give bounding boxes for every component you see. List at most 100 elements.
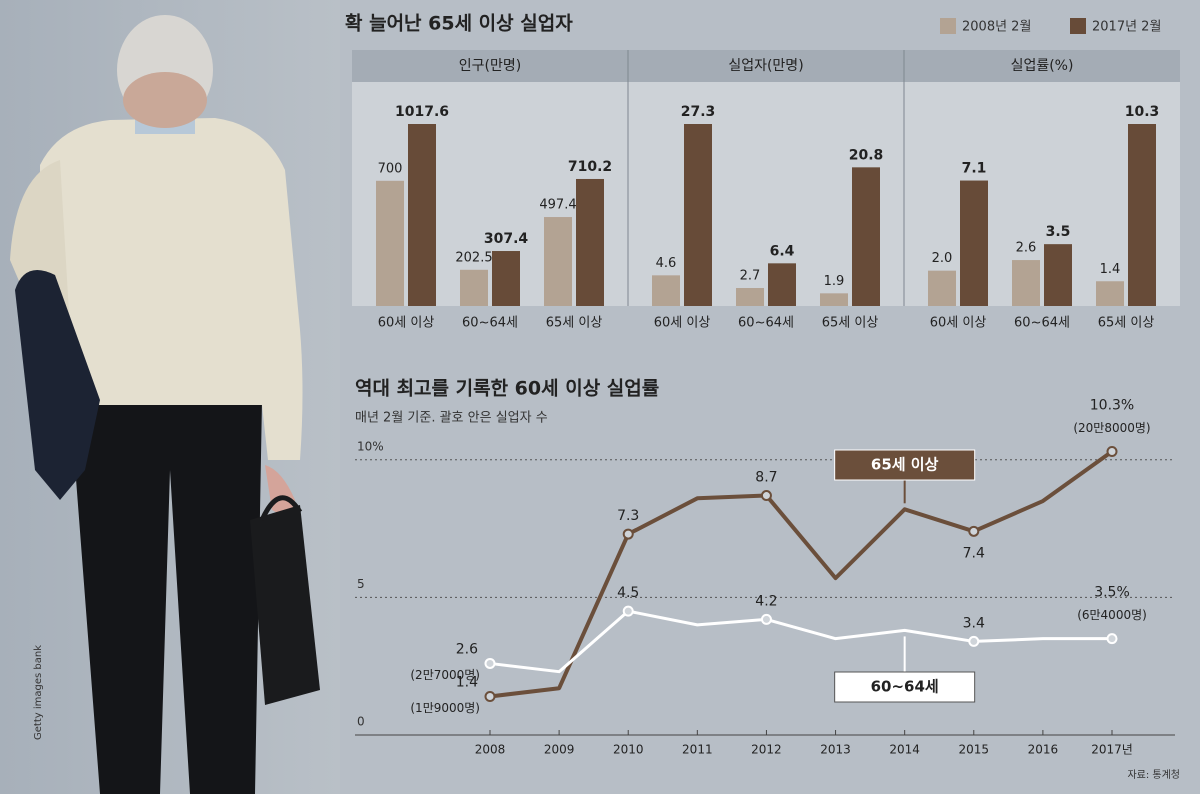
- point: [968, 635, 980, 647]
- value-label: 307.4: [484, 231, 529, 247]
- count-label: (2만7000명): [410, 668, 480, 682]
- chart-subtitle: 매년 2월 기준. 괄호 안은 실업자 수: [355, 411, 548, 426]
- x-tick-label: 65세 이상: [546, 316, 603, 331]
- value-label: 7.1: [962, 161, 987, 177]
- x-tick-label: 60~64세: [1014, 316, 1070, 331]
- value-label: 2.7: [740, 269, 761, 284]
- value-label: 3.4: [963, 615, 985, 631]
- bar: [928, 270, 956, 306]
- x-tick-label: 60세 이상: [378, 316, 435, 331]
- point: [1106, 633, 1118, 645]
- value-label: 497.4: [539, 198, 576, 213]
- panel-title: 실업자(만명): [728, 58, 803, 74]
- legend-label: 2017년 2월: [1092, 20, 1161, 35]
- value-label: 10.3: [1125, 104, 1160, 120]
- bar: [408, 124, 436, 306]
- value-label: 3.5: [1046, 224, 1071, 240]
- legend-box: [834, 449, 976, 481]
- x-tick-label: 2013: [820, 743, 851, 757]
- value-label: 710.2: [568, 159, 612, 175]
- point: [622, 605, 634, 617]
- point: [484, 690, 496, 702]
- x-tick-label: 2015: [959, 743, 990, 757]
- y-tick-label: 5: [357, 577, 365, 591]
- bar: [1044, 244, 1072, 306]
- count-label: (1만9000명): [410, 701, 480, 715]
- point: [760, 490, 772, 502]
- legend-box: [834, 671, 976, 703]
- x-tick-label: 2016: [1028, 743, 1059, 757]
- value-label: 700: [378, 161, 403, 176]
- value-label: 1.9: [824, 274, 845, 289]
- bar: [544, 217, 572, 306]
- panel-header: [352, 50, 628, 82]
- panel-header: [904, 50, 1180, 82]
- bar: [768, 263, 796, 306]
- bar: [684, 124, 712, 306]
- legend-label: 65세 이상: [871, 456, 939, 474]
- x-tick-label: 2009: [544, 743, 575, 757]
- bar: [492, 251, 520, 306]
- point: [622, 528, 634, 540]
- value-label: 2.6: [456, 641, 478, 657]
- value-label: 1.4: [1100, 262, 1121, 277]
- value-label: 4.2: [755, 593, 777, 609]
- x-tick-label: 65세 이상: [822, 316, 879, 331]
- chart-title: 확 늘어난 65세 이상 실업자: [345, 12, 573, 35]
- count-label: (20만8000명): [1073, 421, 1150, 435]
- x-tick-label: 2008: [475, 743, 506, 757]
- point: [1106, 446, 1118, 458]
- bar: [820, 293, 848, 306]
- y-tick-label: 10%: [357, 439, 384, 453]
- value-label: 8.7: [755, 470, 777, 486]
- legend-swatch: [940, 18, 956, 34]
- value-label: 20.8: [849, 147, 884, 163]
- panel-title: 실업률(%): [1011, 58, 1074, 74]
- point: [760, 613, 772, 625]
- value-label: 10.3%: [1090, 398, 1134, 414]
- line-series: [489, 449, 1114, 699]
- legend-label: 2008년 2월: [962, 20, 1031, 35]
- bar: [1096, 281, 1124, 306]
- y-tick-label: 0: [357, 715, 365, 729]
- point: [484, 657, 496, 669]
- count-label: (6만4000명): [1077, 608, 1147, 622]
- value-label: 202.5: [455, 250, 492, 265]
- x-tick-label: 60세 이상: [654, 316, 711, 331]
- x-tick-label: 60~64세: [462, 316, 518, 331]
- bar: [460, 269, 488, 306]
- value-label: 4.6: [656, 256, 677, 271]
- x-tick-label: 2011: [682, 743, 713, 757]
- source: 자료: 통계청: [1127, 769, 1180, 781]
- value-label: 2.6: [1016, 241, 1037, 256]
- point: [968, 525, 980, 537]
- chart-title: 역대 최고를 기록한 60세 이상 실업률: [355, 378, 659, 400]
- value-label: 7.4: [963, 545, 985, 561]
- value-label: 1017.6: [395, 104, 449, 120]
- x-tick-label: 2014: [889, 743, 920, 757]
- bar: [1128, 124, 1156, 306]
- value-label: 4.5: [617, 585, 639, 601]
- bar-section: 확 늘어난 65세 이상 실업자: [345, 12, 573, 35]
- bar: [576, 178, 604, 306]
- value-label: 2.0: [932, 251, 953, 266]
- panel-header: [628, 50, 904, 82]
- value-label: 7.3: [617, 508, 639, 524]
- x-tick-label: 60~64세: [738, 316, 794, 331]
- x-tick-label: 2010: [613, 743, 644, 757]
- photo: Getty images bank: [0, 0, 340, 794]
- bar: [960, 180, 988, 306]
- x-tick-label: 65세 이상: [1098, 316, 1155, 331]
- legend-label: 60~64세: [871, 678, 939, 696]
- line-section: 역대 최고를 기록한 60세 이상 실업률 매년 2월 기준. 괄호 안은 실업…: [355, 378, 1180, 781]
- value-label: 27.3: [681, 104, 716, 120]
- x-tick-label: 2017년: [1091, 743, 1133, 757]
- value-label: 6.4: [770, 243, 795, 259]
- x-tick-label: 60세 이상: [930, 316, 987, 331]
- value-label: 1.4: [456, 674, 478, 690]
- bar: [852, 167, 880, 306]
- bar: [376, 180, 404, 306]
- x-tick-label: 2012: [751, 743, 782, 757]
